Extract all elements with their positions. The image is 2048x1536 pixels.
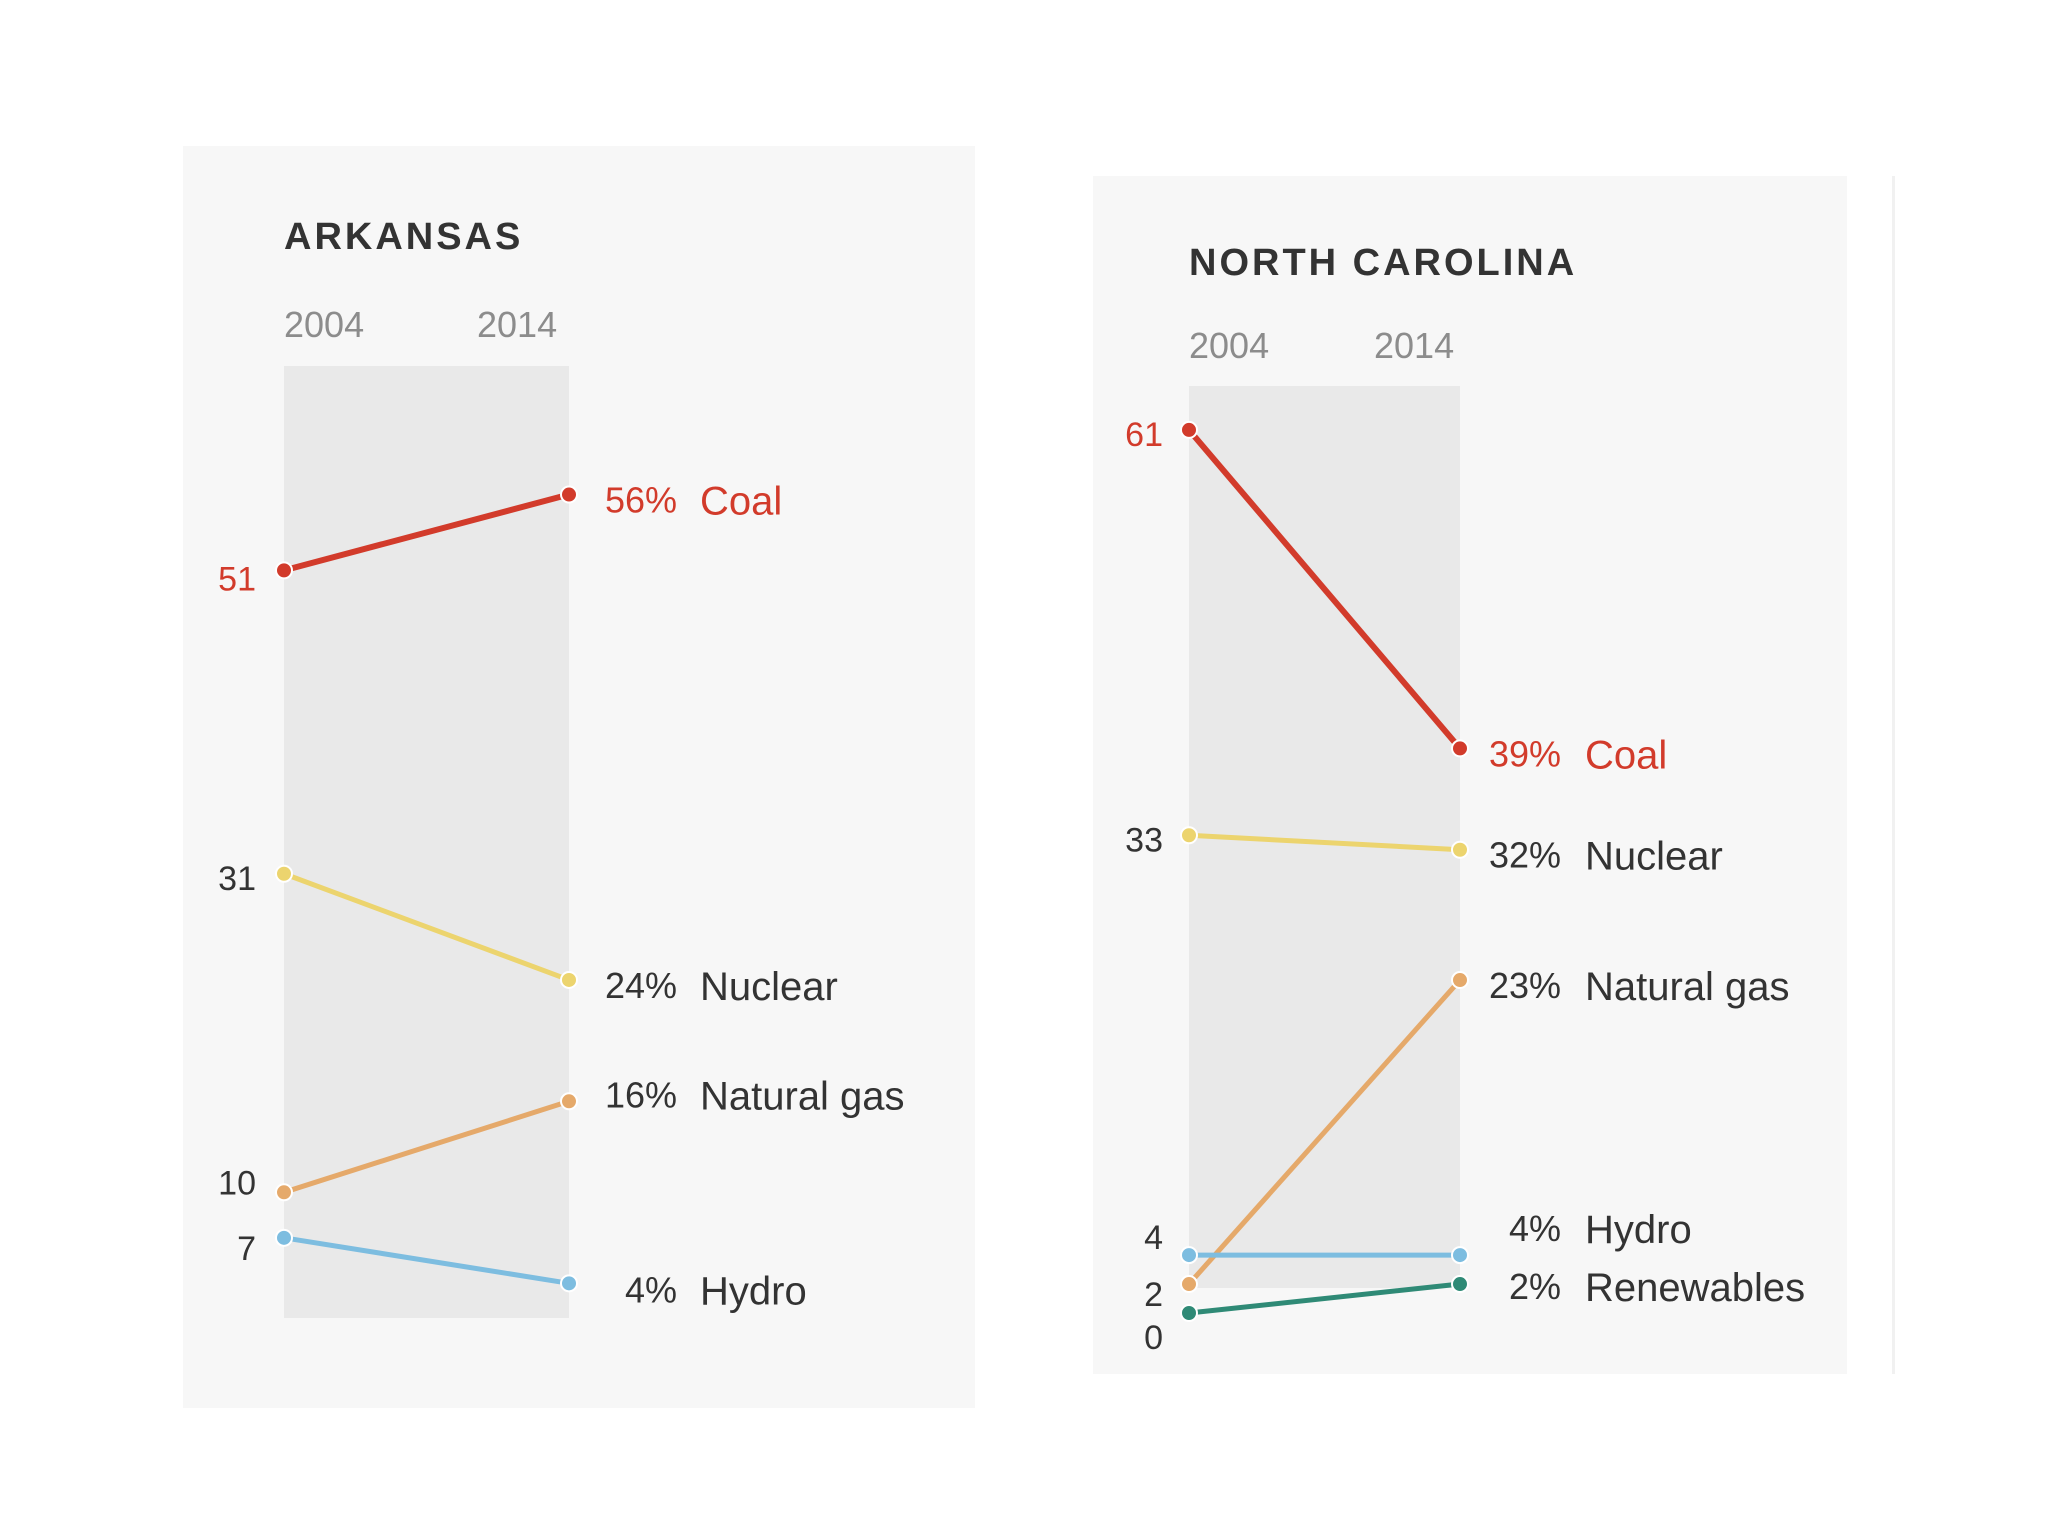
arkansas-hydro-point-2014 [560,1274,578,1293]
north-carolina-year-end: 2014 [1374,325,1455,366]
north-carolina-nuclear-point-2004 [1180,826,1198,845]
arkansas-nuclear-point-2014 [560,970,578,989]
north-carolina-nuclear-end-value: 32% [1489,835,1561,876]
arkansas-natural-gas-point-2004 [275,1183,293,1202]
north-carolina-renewables-name-label: Renewables [1585,1266,1805,1310]
north-carolina-renewables-point-2014 [1451,1275,1469,1294]
arkansas-title: ARKANSAS [284,216,524,258]
north-carolina-natural-gas-name-label: Natural gas [1585,965,1790,1009]
arkansas-natural-gas-point-2014 [560,1092,578,1111]
arkansas-nuclear-line [281,871,572,983]
arkansas-nuclear-name-label: Nuclear [700,965,838,1009]
north-carolina-natural-gas-line [1186,977,1463,1287]
arkansas-year-end: 2014 [477,304,558,345]
arkansas-year-start: 2004 [284,304,365,345]
arkansas-coal-name-label: Coal [700,480,782,524]
divider [1892,176,1895,1374]
arkansas-natural-gas-line [281,1098,572,1195]
north-carolina-renewables-line [1186,1281,1463,1316]
north-carolina-coal-start-label: 61 [1125,416,1163,454]
north-carolina-coal-point-2004 [1180,420,1198,439]
north-carolina-nuclear-name-label: Nuclear [1585,835,1723,879]
north-carolina-coal-point-2014 [1451,739,1469,758]
arkansas-coal-point-2004 [275,561,293,580]
north-carolina-coal-end-value: 39% [1489,733,1561,774]
arkansas-hydro-point-2004 [275,1228,293,1247]
north-carolina-coal-name-label: Coal [1585,733,1667,777]
north-carolina-title: NORTH CAROLINA [1189,242,1578,284]
arkansas-coal-end-value: 56% [605,480,677,521]
north-carolina-natural-gas-point-2014 [1451,971,1469,990]
arkansas-period-band [284,366,569,1318]
north-carolina-renewables-start-label: 0 [1144,1319,1163,1357]
arkansas-hydro-line [281,1235,572,1286]
north-carolina-natural-gas-end-value: 23% [1489,965,1561,1006]
north-carolina-nuclear-line [1186,832,1463,853]
arkansas-nuclear-end-value: 24% [605,965,677,1006]
arkansas-nuclear-start-label: 31 [218,860,256,898]
north-carolina-hydro-point-2014 [1451,1246,1469,1265]
north-carolina-nuclear-start-label: 33 [1125,821,1163,859]
north-carolina-renewables-end-value: 2% [1509,1266,1561,1307]
north-carolina-renewables-point-2004 [1180,1304,1198,1322]
arkansas-coal-start-label: 51 [218,560,256,598]
arkansas-hydro-name-label: Hydro [700,1269,807,1313]
arkansas-natural-gas-end-value: 16% [605,1074,677,1115]
arkansas-hydro-end-value: 4% [625,1269,677,1310]
north-carolina-hydro-point-2004 [1180,1246,1198,1265]
arkansas-natural-gas-name-label: Natural gas [700,1074,905,1118]
arkansas-coal-point-2014 [560,485,578,504]
north-carolina-natural-gas-start-label: 2 [1144,1276,1163,1314]
north-carolina-hydro-start-label: 4 [1144,1219,1163,1257]
arkansas-coal-line [281,491,572,574]
north-carolina-natural-gas-point-2004 [1180,1275,1198,1294]
arkansas-natural-gas-start-label: 10 [218,1164,256,1202]
arkansas-hydro-start-label: 7 [237,1230,256,1268]
north-carolina-nuclear-point-2014 [1451,840,1469,859]
north-carolina-hydro-end-value: 4% [1509,1208,1561,1249]
arkansas-nuclear-point-2004 [275,864,293,883]
north-carolina-hydro-name-label: Hydro [1585,1208,1692,1252]
north-carolina-coal-line [1186,426,1463,752]
north-carolina-year-start: 2004 [1189,325,1270,366]
